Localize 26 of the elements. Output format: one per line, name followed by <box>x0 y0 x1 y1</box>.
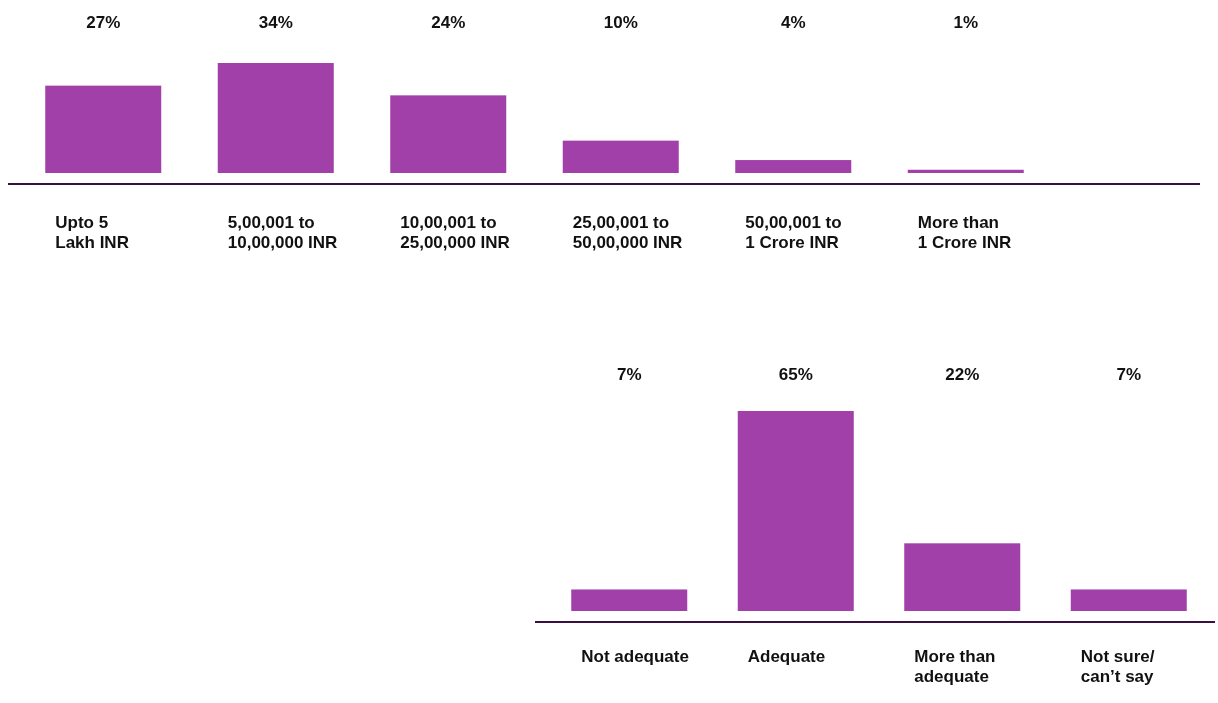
data-label: 34% <box>258 13 293 32</box>
data-label: 1% <box>953 13 979 32</box>
data-label: 24% <box>431 13 466 32</box>
x-tick-label: 5,00,001 to 10,00,000 INR <box>227 213 338 252</box>
x-tick-label: Adequate <box>747 647 826 666</box>
data-label: 10% <box>603 13 638 32</box>
x-tick-label: 50,00,001 to 1 Crore INR <box>745 213 842 252</box>
x-tick-label: Not adequate <box>581 647 689 666</box>
x-tick-label: 10,00,001 to 25,00,000 INR <box>400 213 510 252</box>
data-label: 27% <box>86 13 121 32</box>
bar <box>217 63 334 173</box>
x-tick-label: More than 1 Crore INR <box>917 213 1012 252</box>
x-tick-label: Not sure/ can’t say <box>1080 647 1155 686</box>
x-tick-label: More than adequate <box>914 647 996 686</box>
bar <box>390 95 507 173</box>
data-label: 7% <box>616 365 642 384</box>
data-label: 7% <box>1116 365 1142 384</box>
bar <box>562 140 679 173</box>
bar <box>907 169 1024 173</box>
data-label: 65% <box>778 365 813 384</box>
x-tick-label: 25,00,001 to 50,00,000 INR <box>572 213 683 252</box>
x-tick-label: Upto 5 Lakh INR <box>55 213 129 252</box>
data-label: 22% <box>945 365 980 384</box>
bar <box>735 160 852 173</box>
bar <box>45 85 162 173</box>
data-label: 4% <box>780 13 806 32</box>
